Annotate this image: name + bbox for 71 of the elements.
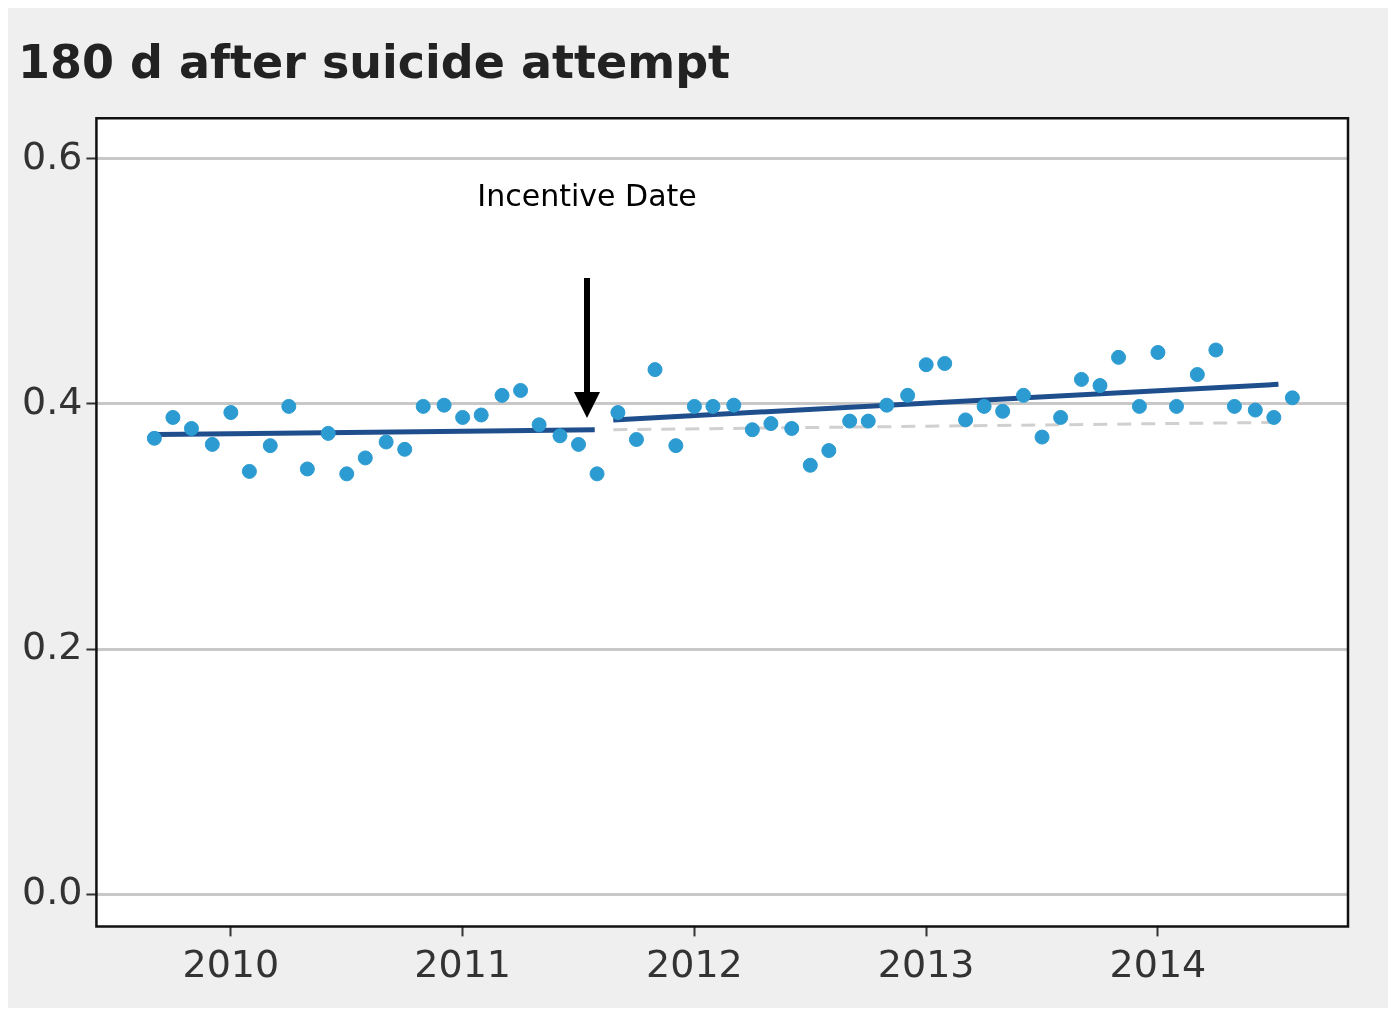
point: [1131, 398, 1147, 414]
annotation: Incentive Date: [477, 178, 697, 214]
point: [552, 428, 568, 444]
point: [183, 420, 199, 436]
point: [647, 362, 663, 378]
point: [357, 450, 373, 466]
point: [262, 438, 278, 454]
point: [1168, 398, 1184, 414]
point: [860, 413, 876, 429]
point: [1111, 349, 1127, 365]
point: [784, 420, 800, 436]
point: [339, 466, 355, 482]
y-tick-label: 0.6: [22, 133, 83, 178]
point: [918, 357, 934, 373]
point: [589, 466, 605, 482]
point: [299, 461, 315, 477]
point: [900, 387, 916, 403]
point: [705, 398, 721, 414]
point: [610, 405, 626, 421]
point: [571, 436, 587, 452]
point: [1053, 409, 1069, 425]
point: [1150, 344, 1166, 360]
point: [281, 398, 297, 414]
point: [415, 398, 431, 414]
point: [842, 413, 858, 429]
point: [494, 387, 510, 403]
point: [1226, 398, 1242, 414]
y-tick-label: 0.2: [22, 624, 83, 669]
chart-title: 180 d after suicide attempt: [18, 34, 731, 89]
x-tick-label: 2013: [877, 942, 975, 987]
point: [455, 409, 471, 425]
point: [513, 382, 529, 398]
x-tick-label: 2010: [182, 942, 280, 987]
point: [1284, 390, 1300, 406]
point: [531, 417, 547, 433]
point: [473, 407, 489, 423]
point: [397, 441, 413, 457]
point: [726, 397, 742, 413]
point: [1266, 409, 1282, 425]
point: [995, 403, 1011, 419]
point: [165, 409, 181, 425]
x-tick-label: 2012: [646, 942, 743, 987]
x-tick-label: 2011: [414, 942, 511, 987]
point: [821, 443, 837, 459]
y-tick-label: 0.4: [22, 378, 83, 423]
point: [146, 430, 162, 446]
point: [976, 398, 992, 414]
point: [241, 463, 257, 479]
point: [668, 438, 684, 454]
point: [1016, 387, 1032, 403]
point: [628, 432, 644, 448]
point: [436, 397, 452, 413]
y-tick-label: 0.0: [22, 869, 83, 914]
point: [223, 405, 239, 421]
point: [378, 434, 394, 450]
point: [1247, 402, 1263, 418]
point: [763, 416, 779, 432]
point: [1208, 342, 1224, 358]
point: [1189, 367, 1205, 383]
point: [686, 398, 702, 414]
point: [879, 397, 895, 413]
point: [320, 425, 336, 441]
point: [958, 412, 974, 428]
point: [744, 422, 760, 438]
point: [802, 457, 818, 473]
point: [1073, 371, 1089, 387]
point: [1092, 378, 1108, 394]
x-tick-label: 2014: [1109, 942, 1207, 987]
point: [937, 355, 953, 371]
point: [1034, 429, 1050, 445]
point: [204, 436, 220, 452]
